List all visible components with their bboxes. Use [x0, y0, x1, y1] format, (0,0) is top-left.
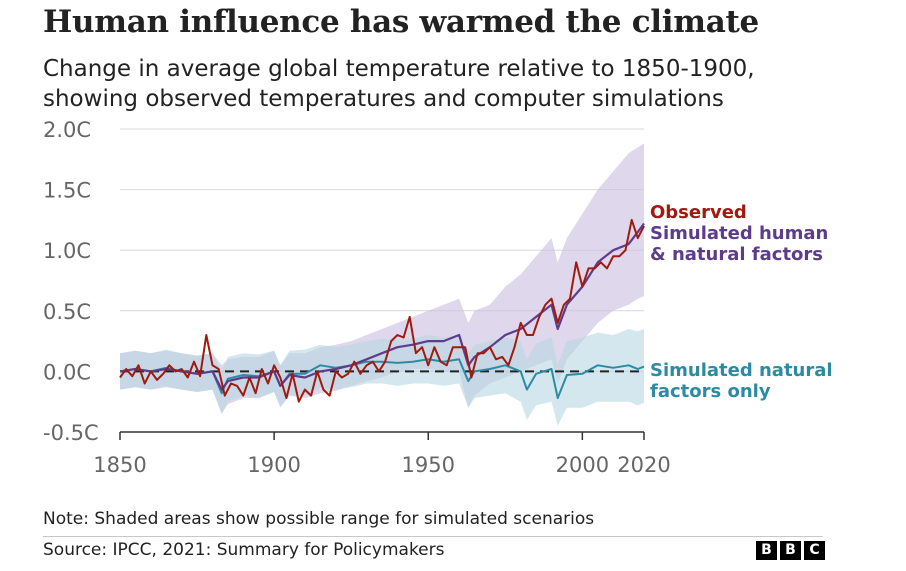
footer-divider — [43, 536, 823, 537]
footnote: Note: Shaded areas show possible range f… — [43, 509, 595, 529]
temperature-chart: 2.0C 1.5C 1.0C 0.5C 0.0C -0.5C 1850 1900 1950 200… — [43, 118, 833, 477]
x-tick-label: 1950 — [402, 453, 455, 477]
y-tick-label: 0.0C — [43, 360, 91, 384]
chart-title: Human influence has warmed the climate — [43, 4, 759, 40]
subtitle-line-1: Change in average global temperature rel… — [43, 56, 755, 82]
bbc-logo-letter: C — [804, 541, 825, 560]
natural-label: Simulated natural — [650, 360, 833, 381]
y-tick-label: 1.5C — [43, 179, 91, 203]
observed-series-line — [119, 218, 645, 403]
subtitle-line-2: showing observed temperatures and comput… — [43, 86, 724, 112]
human-label: Simulated human — [650, 223, 828, 244]
bbc-logo: B B C — [756, 541, 825, 560]
x-tick-label: 1850 — [93, 453, 146, 477]
human-series-line — [119, 222, 645, 391]
y-tick-label: 2.0C — [43, 118, 91, 142]
source-text: Source: IPCC, 2021: Summary for Policyma… — [43, 540, 445, 560]
natural-label: factors only — [650, 381, 771, 402]
x-tick-label: 1900 — [247, 453, 300, 477]
x-tick-label: 2000 — [556, 453, 609, 477]
bbc-logo-letter: B — [780, 541, 801, 560]
observed-label: Observed — [650, 202, 747, 223]
y-tick-label: 1.0C — [43, 239, 91, 263]
y-tick-label: -0.5C — [43, 421, 99, 445]
bbc-logo-letter: B — [756, 541, 777, 560]
y-tick-label: 0.5C — [43, 300, 91, 324]
x-tick-label: 2020 — [617, 453, 670, 477]
human-label: & natural factors — [650, 244, 823, 265]
chart-subtitle: Change in average global temperature rel… — [43, 54, 893, 114]
